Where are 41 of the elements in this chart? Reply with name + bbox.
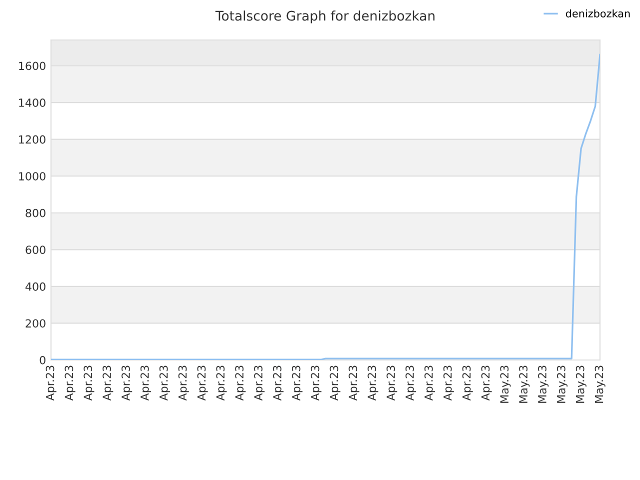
x-tick-label: Apr.23	[254, 366, 265, 401]
x-tick-label: May.23	[538, 366, 549, 403]
y-tick-label: 600	[26, 246, 46, 254]
x-tick-label: Apr.23	[386, 366, 398, 401]
y-tick-label: 1600	[19, 62, 46, 70]
x-tick-label: Apr.23	[102, 366, 114, 401]
x-tick-label: May.23	[500, 366, 511, 403]
y-tick-label: 1400	[19, 98, 46, 107]
x-tick-label: Apr.23	[272, 366, 284, 401]
y-tick-label: 0	[40, 356, 46, 364]
x-tick-label: Apr.23	[310, 366, 322, 401]
x-tick-label: Apr.23	[216, 366, 227, 401]
y-tick-label: 400	[25, 282, 46, 291]
x-tick-label: Apr.23	[197, 366, 208, 401]
x-tick-label: Apr.23	[368, 366, 378, 401]
x-tick-label: May.23	[576, 366, 586, 403]
x-tick-label: Apr.23	[159, 366, 170, 401]
chart-title: Totalscore Graph for denizbozkan	[215, 10, 434, 24]
x-tick-label: Apr.23	[406, 366, 416, 401]
x-tick-label: Apr.23	[140, 366, 152, 401]
x-tick-label: Apr.23	[292, 366, 302, 401]
x-tick-label: Apr.23	[330, 366, 340, 401]
x-tick-label: Apr.23	[178, 366, 189, 401]
x-tick-label: Apr.23	[348, 366, 360, 401]
x-tick-label: May.23	[519, 366, 530, 403]
y-tick-label: 800	[26, 208, 46, 218]
y-tick-label: 200	[26, 319, 46, 328]
x-tick-label: Apr.23	[84, 366, 94, 401]
x-tick-label: Apr.23	[443, 366, 454, 401]
x-tick-label: Apr.23	[46, 366, 56, 401]
x-tick-label: Apr.23	[462, 366, 473, 401]
y-tick-label: 1200	[19, 135, 46, 144]
x-tick-label: Apr.23	[64, 366, 76, 401]
x-tick-label: Apr.23	[122, 366, 132, 401]
x-tick-label: Apr.23	[424, 366, 435, 401]
x-tick-label: Apr.23	[481, 366, 492, 401]
x-tick-label: Apr.23	[235, 366, 246, 401]
y-tick-label: 1000	[19, 172, 46, 180]
x-tick-label: May.23	[594, 366, 606, 403]
x-tick-label: May.23	[556, 366, 568, 403]
legend-label: denizbozkan	[566, 9, 630, 18]
